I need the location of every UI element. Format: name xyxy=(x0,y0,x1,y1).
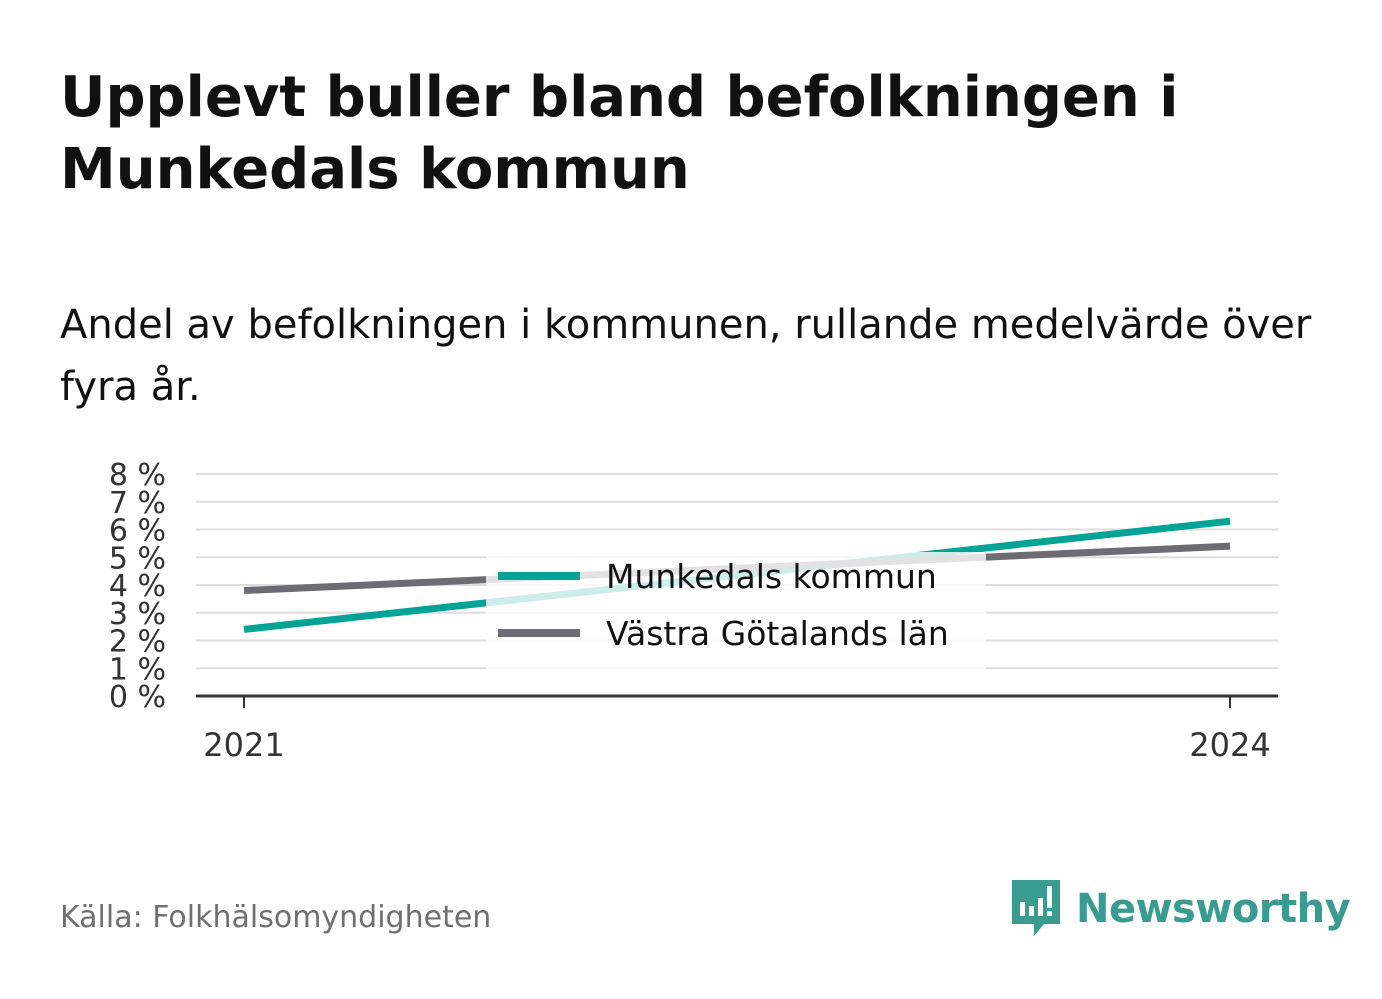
y-tick-label: 3 % xyxy=(109,597,166,632)
x-axis: 2021 2024 xyxy=(196,694,1278,764)
legend: Munkedals kommun Västra Götalands län xyxy=(486,552,986,670)
chart-subtitle: Andel av befolkningen i kommunen, rullan… xyxy=(60,302,1312,410)
y-tick-label: 7 % xyxy=(109,486,166,521)
y-tick-label: 6 % xyxy=(109,514,166,549)
brand-logo: Newsworthy xyxy=(1010,878,1351,940)
y-tick-label: 8 % xyxy=(109,458,166,493)
chart-title: Upplevt buller bland befolkningen i Munk… xyxy=(60,65,1179,202)
y-tick-label: 2 % xyxy=(109,625,166,660)
y-axis-ticks: 0 %1 %2 %3 %4 %5 %6 %7 %8 % xyxy=(109,458,166,715)
legend-label: Munkedals kommun xyxy=(606,557,937,596)
y-tick-label: 5 % xyxy=(109,541,166,576)
legend-background xyxy=(486,552,986,670)
legend-label: Västra Götalands län xyxy=(606,614,949,653)
y-tick-label: 0 % xyxy=(109,680,166,715)
newsworthy-logo-icon xyxy=(1012,880,1060,936)
line-chart: 0 %1 %2 %3 %4 %5 %6 %7 %8 % 2021 2024 Mun… xyxy=(109,458,1278,764)
x-tick-label: 2024 xyxy=(1189,726,1270,764)
brand-name: Newsworthy xyxy=(1076,886,1351,932)
y-tick-label: 1 % xyxy=(109,652,166,687)
x-tick-label: 2021 xyxy=(203,726,284,764)
source-note: Källa: Folkhälsomyndigheten xyxy=(60,900,492,935)
y-tick-label: 4 % xyxy=(109,569,166,604)
